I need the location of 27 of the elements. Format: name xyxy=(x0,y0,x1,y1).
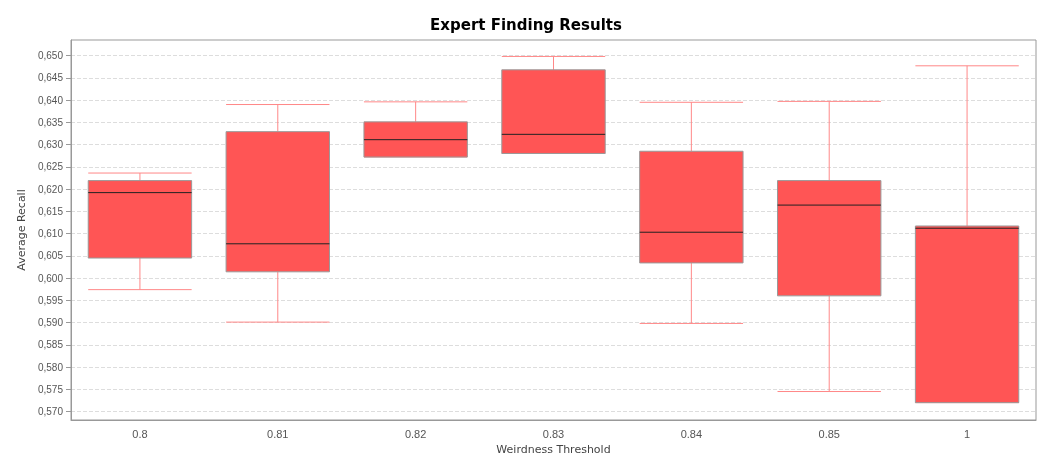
x-tick-label: 0.82 xyxy=(404,427,427,440)
y-axis-title: Average Recall xyxy=(15,189,28,271)
x-tick-label: 0.84 xyxy=(680,427,703,440)
y-tick-label: 0,590 xyxy=(37,317,64,329)
x-tick-label: 1 xyxy=(964,427,971,440)
y-tick-label: 0,585 xyxy=(37,339,64,351)
y-tick-label: 0,650 xyxy=(37,50,64,62)
y-tick-label: 0,595 xyxy=(37,294,64,306)
chart-title: Expert Finding Results xyxy=(430,15,622,34)
y-tick-label: 0,630 xyxy=(37,139,64,151)
x-tick-label: 0.85 xyxy=(818,427,840,440)
x-tick-label: 0.83 xyxy=(542,427,565,440)
y-tick-label: 0,610 xyxy=(37,228,64,240)
y-tick-label: 0,645 xyxy=(37,72,64,84)
y-tick-label: 0,635 xyxy=(37,116,64,128)
x-axis-title: Weirdness Threshold xyxy=(496,443,611,456)
x-tick-label: 0.8 xyxy=(132,427,148,440)
y-tick-label: 0,640 xyxy=(37,94,64,106)
y-tick-label: 0,625 xyxy=(37,161,64,173)
y-tick-label: 0,605 xyxy=(37,250,64,262)
y-tick-label: 0,600 xyxy=(37,272,64,284)
y-tick-label: 0,575 xyxy=(37,383,64,395)
y-tick-label: 0,570 xyxy=(37,406,64,418)
y-tick-label: 0,620 xyxy=(37,183,64,195)
y-tick-label: 0,615 xyxy=(37,205,64,217)
x-tick-label: 0.81 xyxy=(267,427,289,440)
y-tick-label: 0,580 xyxy=(37,361,64,373)
